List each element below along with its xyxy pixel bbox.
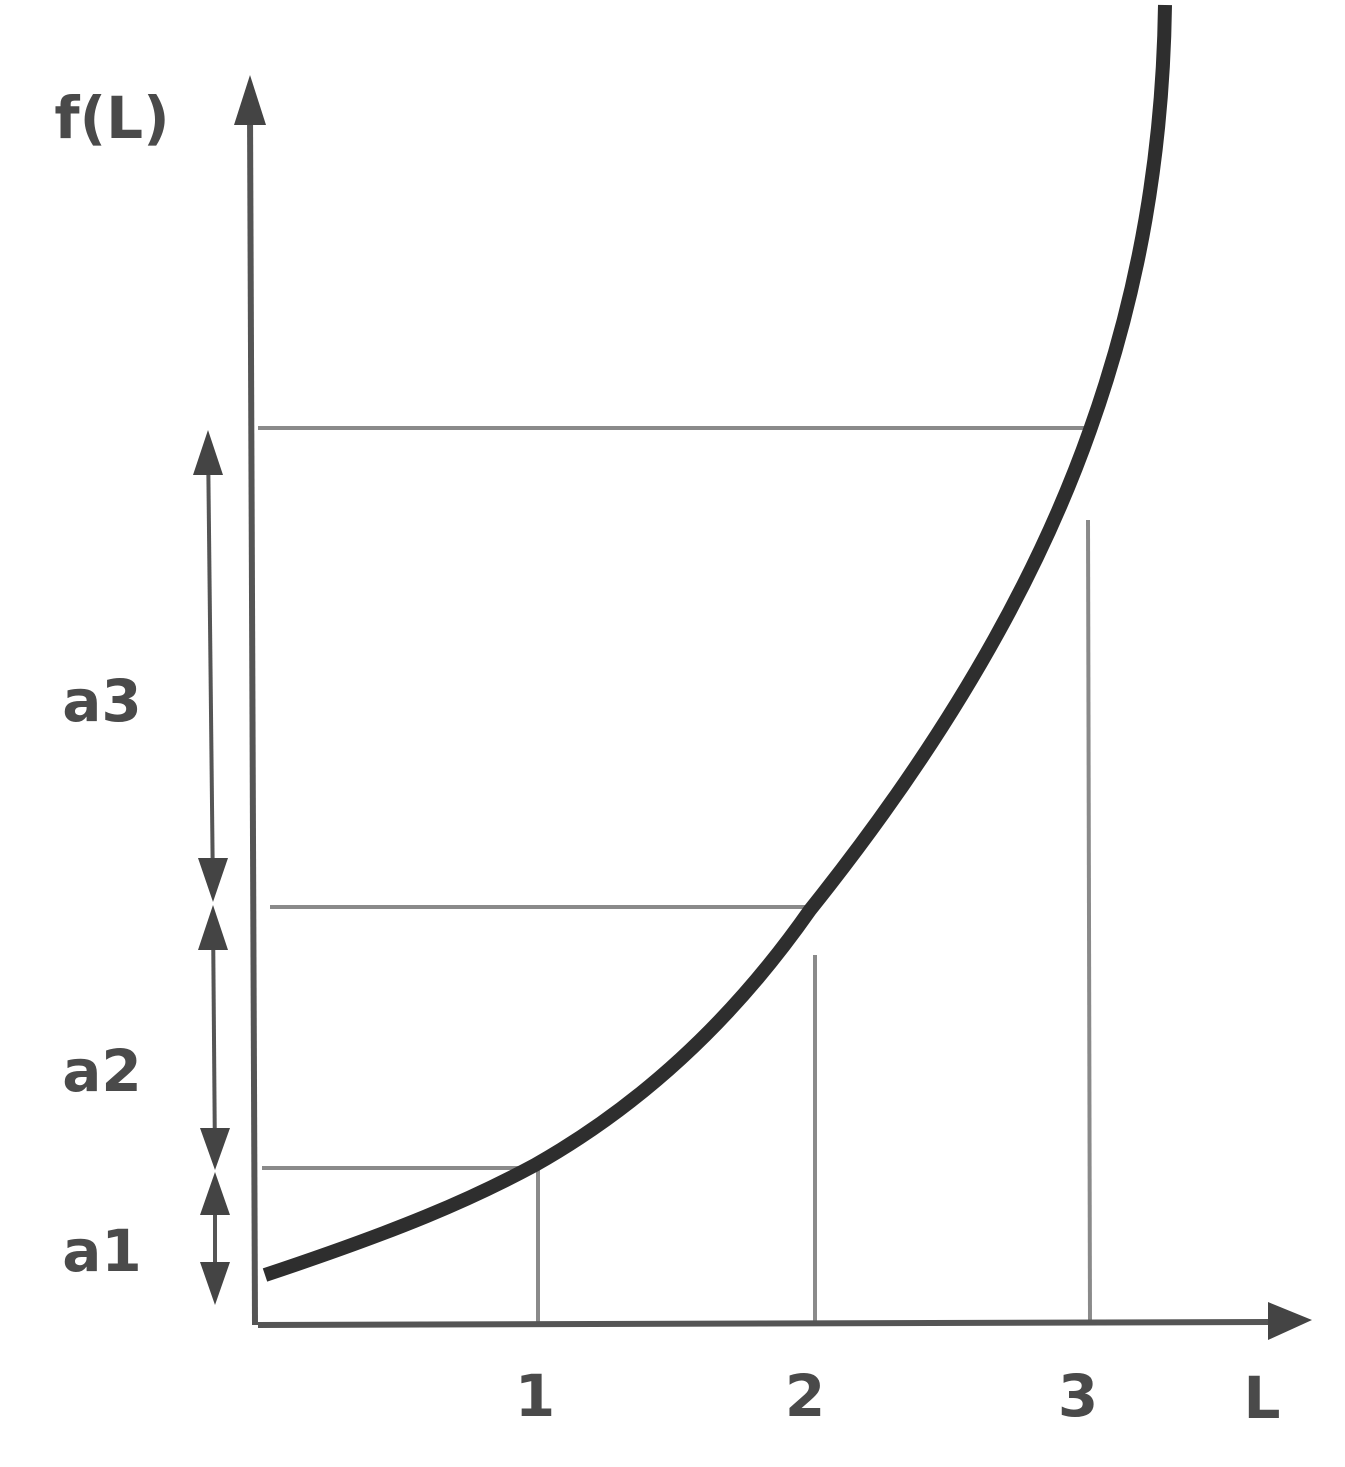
x-tick-label: 2 (785, 1362, 825, 1430)
guide-lines (258, 426, 1092, 1323)
axes (234, 75, 1312, 1340)
segment-label: a1 (62, 1217, 142, 1285)
y-axis-label: f(L) (54, 84, 169, 152)
x-tick-label: 1 (515, 1362, 555, 1430)
x-axis-label: L (1244, 1364, 1281, 1432)
x-tick-label: 3 (1058, 1362, 1098, 1430)
segment-label: a2 (62, 1037, 142, 1105)
curve (262, 4, 1172, 1282)
dimension-arrows (193, 430, 230, 1305)
segment-label: a3 (62, 667, 142, 735)
